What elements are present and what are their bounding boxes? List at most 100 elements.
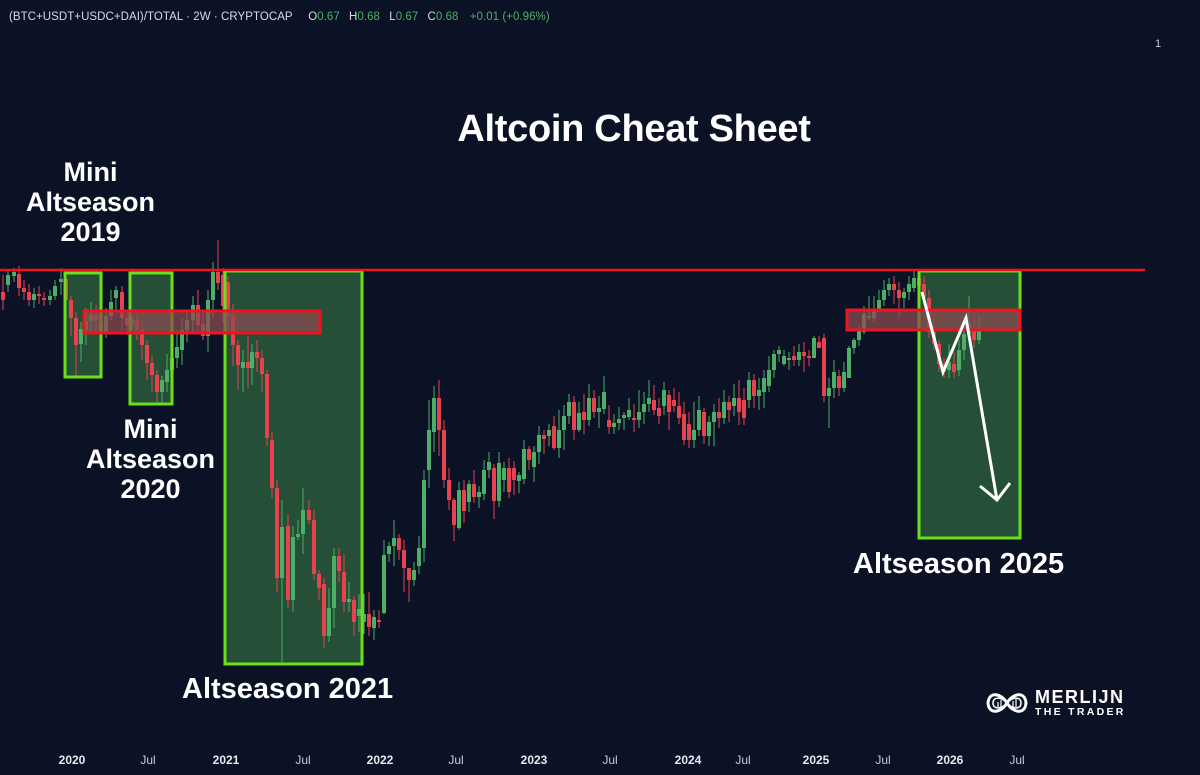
candle — [296, 520, 300, 540]
candle — [507, 458, 511, 498]
candle-body — [332, 556, 336, 608]
candle-body — [827, 388, 831, 396]
candle — [757, 378, 761, 410]
candle — [69, 296, 73, 336]
candle — [322, 578, 326, 648]
candle-body — [59, 279, 63, 282]
candle-body — [847, 348, 851, 378]
candle — [362, 594, 366, 634]
candle-body — [727, 402, 731, 410]
candle — [597, 396, 601, 428]
candle — [477, 486, 481, 508]
candle-body — [507, 468, 511, 492]
candle — [587, 384, 591, 426]
annotation-line: Altseason — [25, 187, 156, 218]
symbol-name[interactable]: (BTC+USDT+USDC+DAI)/TOTAL — [9, 11, 183, 23]
candle — [352, 596, 356, 636]
annotation-altseason-2025: Altseason 2025 — [853, 548, 1065, 580]
time-axis-tick: Jul — [448, 753, 464, 767]
candle-body — [377, 620, 381, 622]
candle-body — [241, 362, 245, 368]
separator: · — [213, 11, 218, 23]
candle-body — [347, 599, 351, 602]
candle-body — [307, 510, 311, 520]
candle-body — [527, 449, 531, 460]
candle-body — [150, 363, 154, 375]
candle — [342, 554, 346, 612]
candle-body — [32, 294, 36, 300]
candle-body — [286, 526, 290, 600]
candle-body — [175, 347, 179, 358]
candle — [37, 286, 41, 304]
candle-body — [882, 290, 886, 300]
ohlc-open-label: O — [308, 11, 318, 23]
candle-body — [582, 412, 586, 420]
candle — [702, 408, 706, 444]
candle-body — [114, 290, 118, 298]
candle — [512, 461, 516, 495]
candle-body — [226, 282, 230, 316]
candle-body — [572, 402, 576, 430]
brand-logo: MERLIJN THE TRADER — [985, 688, 1126, 718]
candle-body — [27, 292, 31, 300]
time-axis-tick: 2024 — [674, 753, 702, 767]
candle-body — [762, 378, 766, 392]
candle-body — [742, 400, 746, 418]
candle — [165, 354, 169, 392]
candle-body — [37, 294, 41, 296]
candle-body — [312, 520, 316, 574]
time-axis-tick: 2022 — [366, 753, 394, 767]
candle-body — [802, 352, 806, 356]
candle-body — [472, 484, 476, 497]
candle-body — [342, 572, 346, 602]
candle — [402, 540, 406, 592]
candle — [301, 488, 305, 554]
candle — [682, 402, 686, 445]
candle-body — [707, 422, 711, 436]
time-axis-tick: Jul — [1009, 753, 1025, 767]
candle — [817, 336, 821, 348]
annotation-line: 2020 — [120, 474, 181, 505]
candle-body — [382, 555, 386, 613]
candle-body — [246, 362, 250, 368]
candle-body — [952, 364, 956, 372]
price-change: +0.01 (+0.96%) — [469, 11, 550, 23]
candle — [567, 394, 571, 424]
candle — [847, 346, 851, 378]
candle-body — [577, 413, 581, 430]
candle-body — [732, 398, 736, 406]
annotation-line: Mini — [63, 157, 118, 187]
candle — [487, 452, 491, 478]
candle — [542, 430, 546, 454]
candle — [32, 288, 36, 308]
candle — [912, 270, 916, 292]
candle-body — [607, 420, 611, 427]
candle-body — [512, 468, 516, 480]
candle-body — [522, 449, 526, 479]
candle-body — [497, 463, 501, 501]
candle — [265, 370, 269, 446]
candle — [407, 568, 411, 602]
annotation-line: 2019 — [60, 217, 121, 248]
candle — [291, 526, 295, 612]
candle-body — [270, 440, 274, 488]
candle — [577, 402, 581, 432]
candle-body — [737, 398, 741, 412]
price-scale-badge[interactable]: 1 — [1155, 38, 1162, 50]
candle-body — [772, 354, 776, 370]
candle-body — [392, 538, 396, 546]
candle — [59, 268, 63, 295]
candle-body — [165, 370, 169, 382]
candle — [1, 275, 5, 310]
candle-body — [53, 286, 57, 296]
candle-body — [402, 550, 406, 568]
candle-body — [160, 380, 164, 392]
candle — [837, 370, 841, 396]
interval[interactable]: 2W — [193, 11, 211, 23]
candle-body — [74, 318, 78, 345]
candle — [612, 414, 616, 434]
candle — [246, 336, 250, 388]
candle-body — [667, 395, 671, 412]
separator: · — [186, 11, 191, 23]
